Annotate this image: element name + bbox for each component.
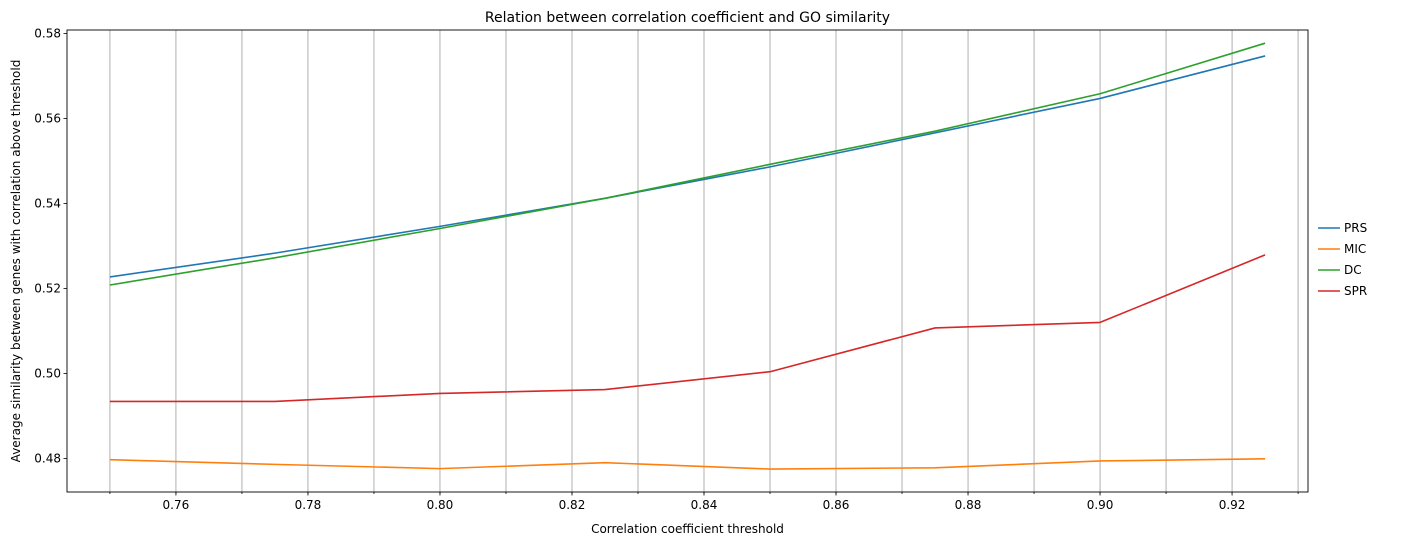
y-axis-label: Average similarity between genes with co… (9, 60, 23, 463)
x-tick-label: 0.78 (295, 498, 322, 512)
x-tick-label: 0.88 (955, 498, 982, 512)
legend-label-mic: MIC (1344, 242, 1366, 256)
series-line-mic (109, 458, 1266, 470)
series-line-spr (109, 254, 1266, 403)
series-line-prs (109, 55, 1266, 278)
y-tick-label: 0.48 (34, 451, 61, 465)
plot-frame (66, 29, 1309, 493)
y-tick-label: 0.52 (34, 281, 61, 295)
series-lines (109, 42, 1266, 470)
x-tick-label: 0.86 (823, 498, 850, 512)
chart-title: Relation between correlation coefficient… (485, 10, 890, 26)
y-tick-label: 0.50 (34, 366, 61, 380)
legend: PRS MIC DC SPR (1318, 221, 1367, 298)
legend-label-dc: DC (1344, 263, 1362, 277)
y-axis-ticks: 0.48 0.50 0.52 0.54 0.56 0.58 (34, 26, 67, 465)
legend-label-prs: PRS (1344, 221, 1367, 235)
x-axis-label: Correlation coefficient threshold (591, 522, 784, 536)
x-tick-label: 0.80 (427, 498, 454, 512)
x-tick-label: 0.82 (559, 498, 586, 512)
x-tick-label: 0.84 (691, 498, 718, 512)
y-tick-label: 0.58 (34, 26, 61, 40)
vertical-grid (109, 30, 1299, 494)
x-tick-label: 0.76 (163, 498, 190, 512)
x-axis-ticks: 0.76 0.78 0.80 0.82 0.84 0.86 0.88 0.90 0.92 (163, 492, 1246, 512)
series-line-dc (109, 42, 1266, 286)
legend-label-spr: SPR (1344, 284, 1367, 298)
x-tick-label: 0.92 (1219, 498, 1246, 512)
y-tick-label: 0.54 (34, 196, 61, 210)
y-tick-label: 0.56 (34, 111, 61, 125)
x-tick-label: 0.90 (1087, 498, 1114, 512)
